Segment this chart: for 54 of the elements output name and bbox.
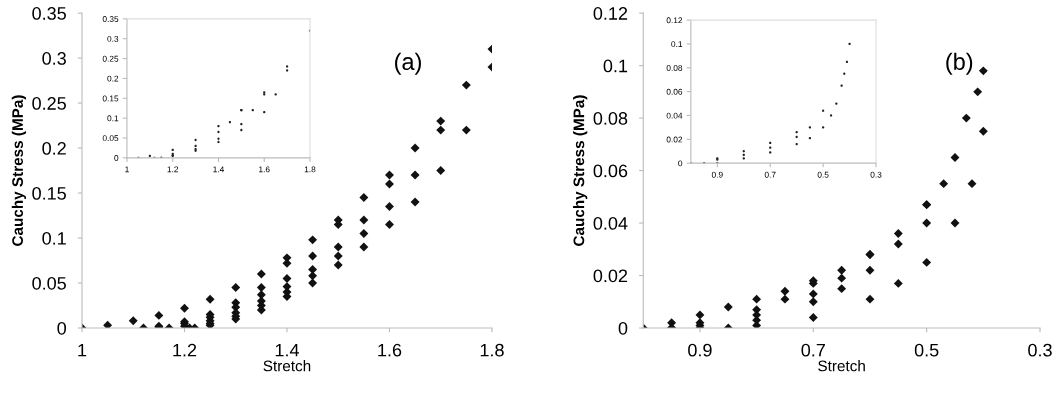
x-tick-label: 0.7: [801, 343, 825, 357]
x-tick-label: 1.8: [480, 343, 504, 357]
annotation: (a): [395, 52, 421, 75]
y-tick-label: 0.06: [666, 88, 683, 95]
y-tick-label: 0.1: [42, 231, 66, 245]
x-tick-label: 1: [125, 166, 129, 173]
y-tick-label: 0.1: [107, 115, 119, 122]
y-tick-label: 0.04: [666, 112, 683, 119]
y-tick-label: 0.08: [593, 112, 628, 125]
y-tick-label: 0: [678, 160, 683, 167]
x-tick-label: 0.5: [817, 171, 829, 178]
x-tick-label: 1.4: [213, 166, 225, 173]
y-tick-label: 0.08: [666, 64, 683, 71]
y-tick-label: 0.2: [42, 142, 66, 155]
x-tick-label: 0.9: [711, 171, 723, 178]
y-tick-label: 0.05: [102, 135, 119, 142]
y-tick-label: 0.25: [102, 55, 119, 62]
y-tick-label: 0.06: [593, 164, 628, 178]
x-tick-label: 0.7: [764, 171, 776, 178]
x-tick-label: 1: [78, 343, 87, 357]
annotation: (b): [946, 52, 973, 75]
y-tick-label: 0.02: [593, 269, 628, 283]
x-tick-label: 0.3: [870, 171, 882, 178]
y-tick-label: 0.25: [32, 97, 66, 110]
y-tick-label: 0.15: [32, 186, 66, 200]
x-tick-label: 1.4: [275, 343, 299, 357]
x-tick-label: 0.9: [688, 343, 712, 357]
y-tick-label: 0.04: [593, 216, 628, 230]
y-tick-label: 0.35: [102, 16, 119, 22]
x-tick-label: 0.3: [1028, 343, 1052, 357]
x-tick-label: 1.6: [259, 166, 270, 173]
x-axis-title: Stretch: [818, 360, 865, 372]
y-tick-label: 0.2: [107, 75, 119, 82]
y-tick-label: 0: [618, 321, 628, 335]
x-tick-label: 1.2: [167, 166, 179, 173]
y-tick-label: 0.35: [32, 7, 66, 20]
y-tick-label: 0.15: [102, 95, 119, 102]
y-axis-title: Cauchy Stress (MPa): [11, 95, 27, 246]
x-axis-title: Stretch: [263, 360, 311, 372]
y-tick-label: 0: [114, 155, 119, 161]
y-tick-label: 0.3: [107, 35, 119, 42]
x-tick-label: 1.6: [378, 343, 402, 357]
y-tick-label: 0.12: [593, 7, 628, 20]
y-tick-label: 0: [57, 321, 67, 335]
y-tick-label: 0.02: [666, 136, 683, 143]
y-axis-title: Cauchy Stress (MPa): [573, 95, 588, 246]
y-tick-label: 0.12: [666, 17, 683, 24]
y-tick-label: 0.3: [42, 52, 66, 65]
y-tick-label: 0.05: [32, 276, 66, 290]
y-tick-label: 0.1: [603, 59, 628, 73]
y-tick-label: 0.1: [671, 41, 683, 48]
x-tick-label: 1.8: [304, 166, 316, 173]
x-tick-label: 0.5: [914, 343, 939, 357]
x-tick-label: 1.2: [173, 343, 197, 357]
